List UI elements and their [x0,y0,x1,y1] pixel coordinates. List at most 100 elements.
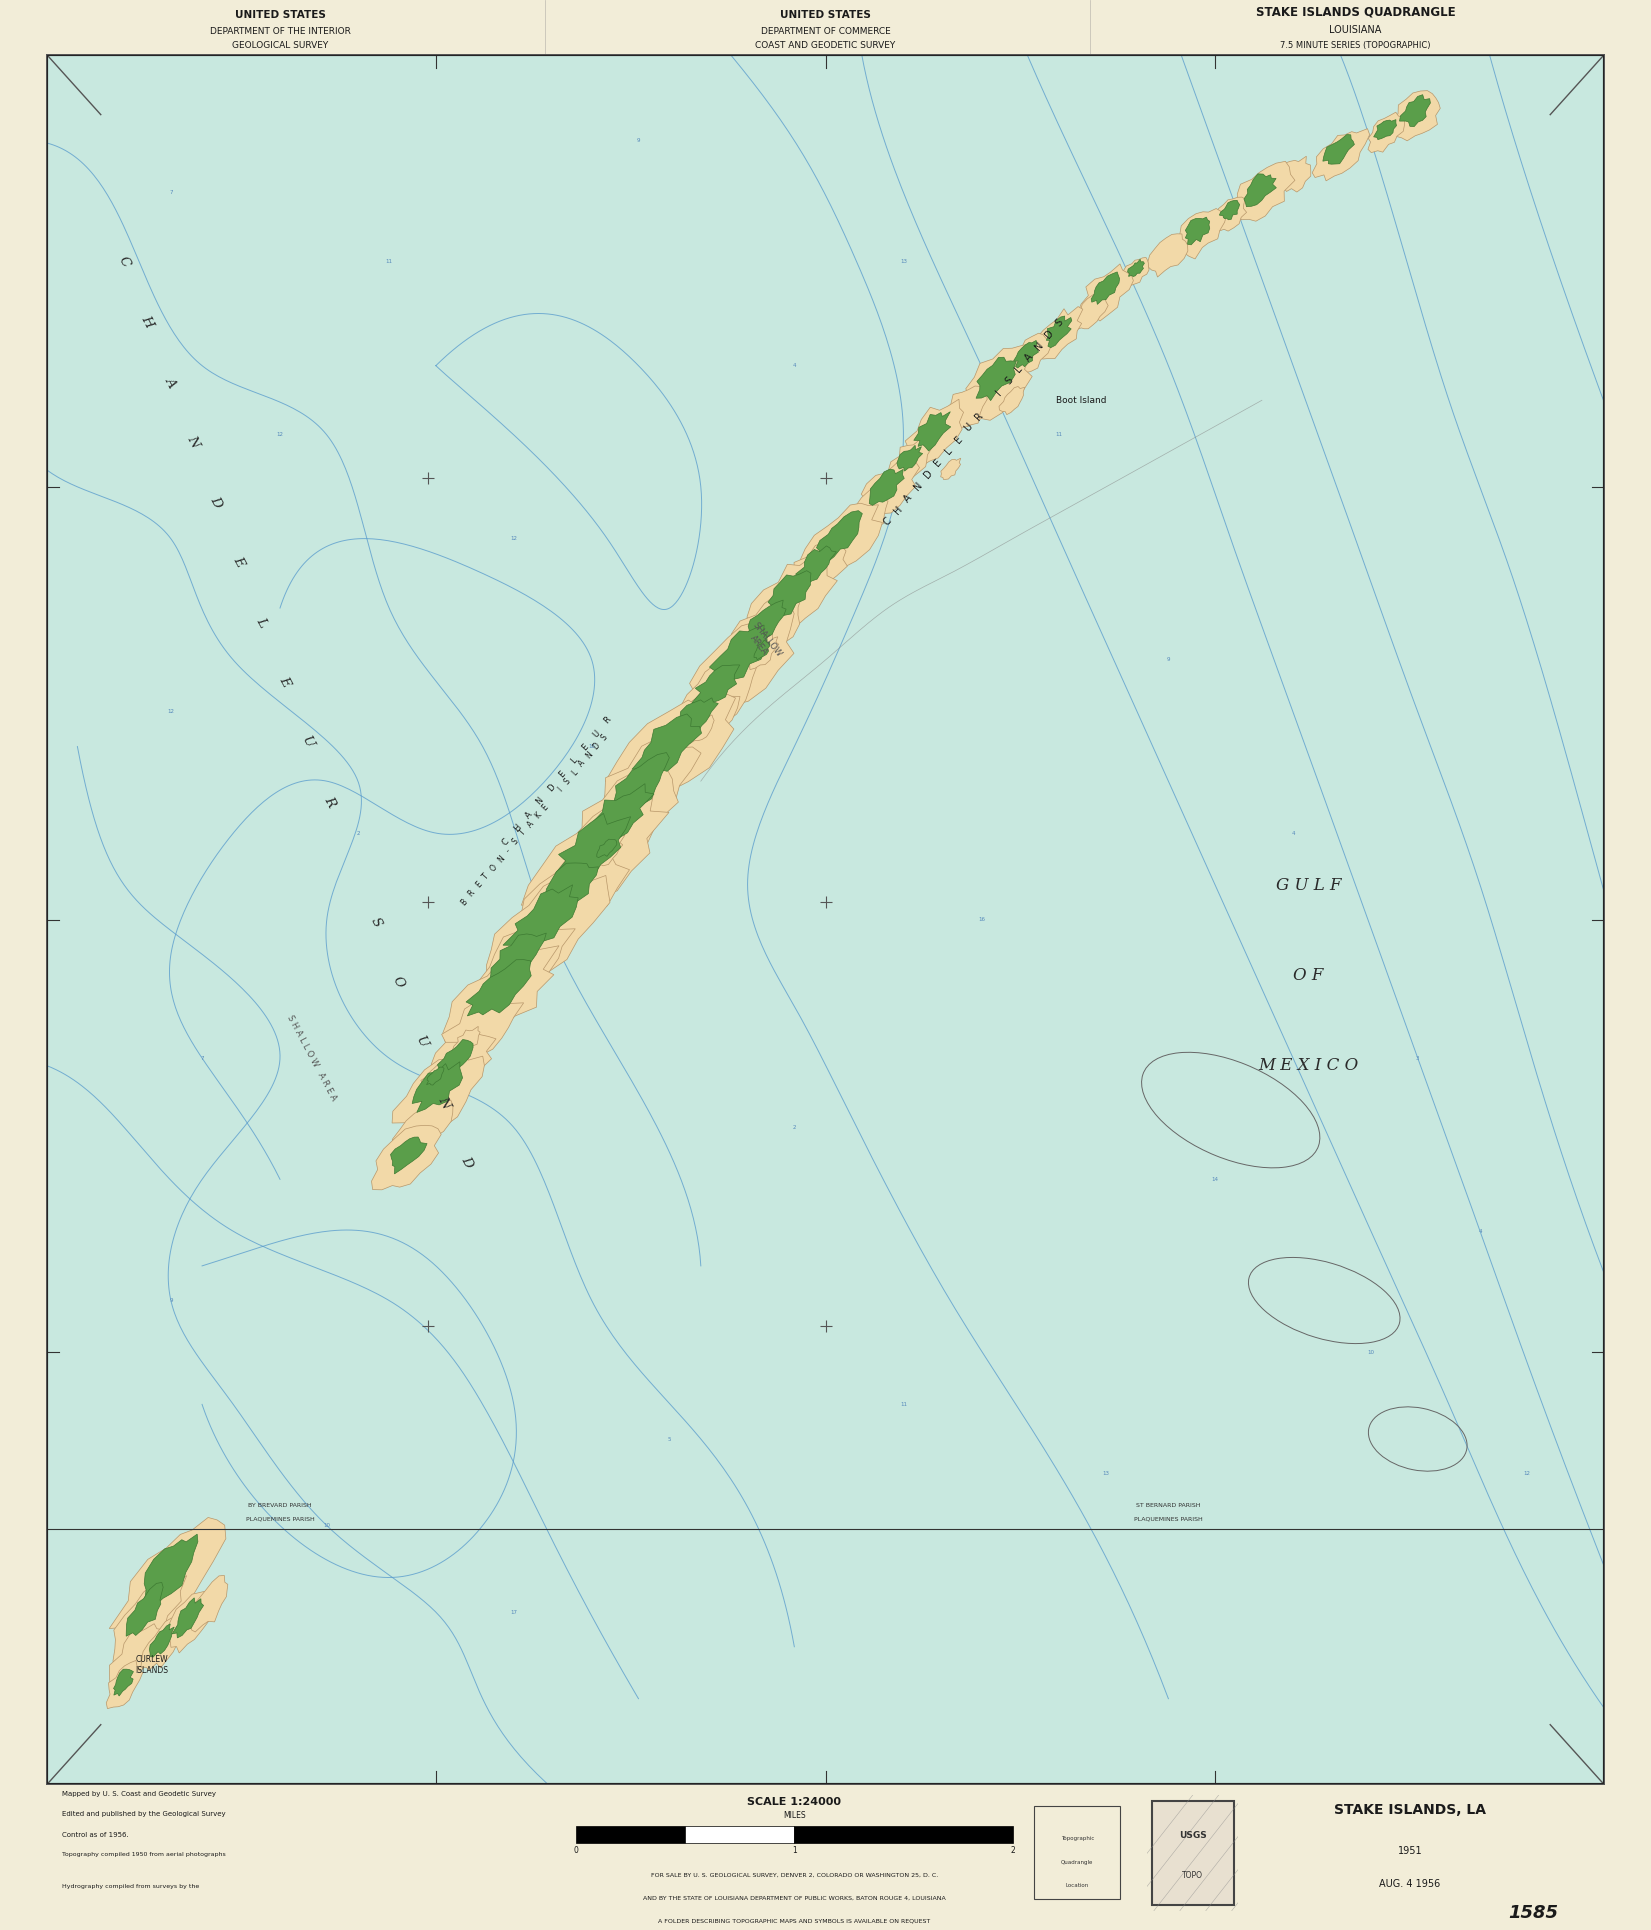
Text: A FOLDER DESCRIBING TOPOGRAPHIC MAPS AND SYMBOLS IS AVAILABLE ON REQUEST: A FOLDER DESCRIBING TOPOGRAPHIC MAPS AND… [659,1918,931,1924]
Text: Topographic: Topographic [1060,1837,1095,1841]
Text: 10: 10 [355,830,362,836]
Polygon shape [140,1617,183,1669]
Text: Location: Location [1065,1884,1090,1888]
Text: E: E [276,676,292,689]
Polygon shape [816,511,862,564]
Text: O: O [489,863,499,872]
Text: D: D [545,782,556,793]
Text: BY BREVARD PARISH: BY BREVARD PARISH [248,1503,312,1507]
Text: N: N [185,434,201,450]
Polygon shape [746,633,779,670]
Text: 12: 12 [510,537,517,540]
Polygon shape [109,1623,162,1691]
Polygon shape [436,992,523,1075]
Polygon shape [504,884,578,953]
Text: L: L [254,616,269,629]
Polygon shape [540,863,598,915]
Text: D: D [591,741,603,751]
Text: USGS: USGS [1179,1832,1207,1839]
Text: S: S [563,776,573,786]
Text: Hydrography compiled from surveys by the: Hydrography compiled from surveys by the [61,1884,200,1889]
Text: R: R [972,411,984,423]
Text: L: L [570,768,580,778]
Text: LOUISIANA: LOUISIANA [1329,25,1382,35]
Text: COAST AND GEODETIC SURVEY: COAST AND GEODETIC SURVEY [756,41,895,50]
Polygon shape [746,556,837,648]
Polygon shape [429,1031,495,1090]
Text: C: C [882,515,893,527]
Text: Topography compiled 1950 from aerial photographs: Topography compiled 1950 from aerial pho… [61,1853,226,1857]
Text: S: S [599,733,609,743]
Text: N: N [584,751,594,760]
Text: R: R [466,888,477,899]
Text: 13: 13 [1524,1471,1530,1476]
Bar [794,1826,1012,1843]
Polygon shape [1005,334,1052,378]
Text: L: L [943,446,954,457]
Polygon shape [419,1063,452,1096]
Text: Edited and published by the Geological Survey: Edited and published by the Geological S… [61,1810,226,1818]
Text: U: U [413,1034,429,1050]
Text: C: C [500,836,512,847]
Text: S: S [368,915,383,928]
Polygon shape [799,504,882,585]
Polygon shape [1185,218,1210,245]
Text: 2: 2 [1105,1471,1108,1476]
Text: N: N [535,795,545,807]
Polygon shape [905,400,964,471]
Polygon shape [888,440,933,482]
Text: U: U [591,730,601,739]
Text: -: - [504,847,512,855]
Bar [1034,1806,1119,1899]
Text: H: H [139,315,155,330]
Polygon shape [469,911,575,1013]
Polygon shape [1078,264,1133,320]
Polygon shape [690,602,794,710]
Text: T: T [480,872,490,882]
Text: R: R [603,716,613,726]
Polygon shape [391,1050,484,1133]
Polygon shape [1322,135,1354,164]
Text: Boot Island: Boot Island [1057,396,1106,405]
Text: D: D [1043,328,1055,340]
Polygon shape [1071,295,1108,330]
Text: 5: 5 [1417,1056,1420,1062]
Polygon shape [172,1598,203,1639]
Text: E: E [556,770,568,780]
Text: PLAQUEMINES PARISH: PLAQUEMINES PARISH [1134,1517,1204,1523]
Polygon shape [1047,317,1071,347]
Text: 5: 5 [1478,1229,1483,1233]
Polygon shape [1273,156,1311,193]
Polygon shape [1374,120,1397,139]
Text: Quadrangle: Quadrangle [1062,1861,1093,1864]
Polygon shape [1220,201,1240,220]
Text: N: N [436,1094,452,1110]
Text: N: N [1034,340,1045,351]
Text: UNITED STATES: UNITED STATES [779,10,872,19]
Polygon shape [939,386,987,430]
Text: Control as of 1956.: Control as of 1956. [61,1832,129,1837]
Text: 2: 2 [1010,1845,1015,1855]
Text: 14: 14 [791,363,797,369]
Polygon shape [563,764,679,880]
Text: 9: 9 [1058,432,1062,438]
Polygon shape [114,1669,134,1696]
Polygon shape [112,1567,187,1662]
Text: 1: 1 [792,1845,797,1855]
Polygon shape [588,784,654,851]
Polygon shape [755,641,769,660]
Polygon shape [976,357,1017,401]
Polygon shape [106,1660,144,1708]
Text: L: L [568,757,578,766]
Text: E: E [474,880,484,890]
Text: K: K [533,811,543,820]
Text: D: D [459,1154,475,1170]
Text: AUG. 4 1956: AUG. 4 1956 [1379,1880,1441,1889]
Text: 1585: 1585 [1507,1903,1559,1922]
Polygon shape [1390,91,1440,141]
Text: 8: 8 [901,1401,905,1407]
Polygon shape [768,571,811,618]
Text: H: H [512,822,523,834]
Text: 12: 12 [167,1299,175,1303]
Polygon shape [490,932,546,982]
